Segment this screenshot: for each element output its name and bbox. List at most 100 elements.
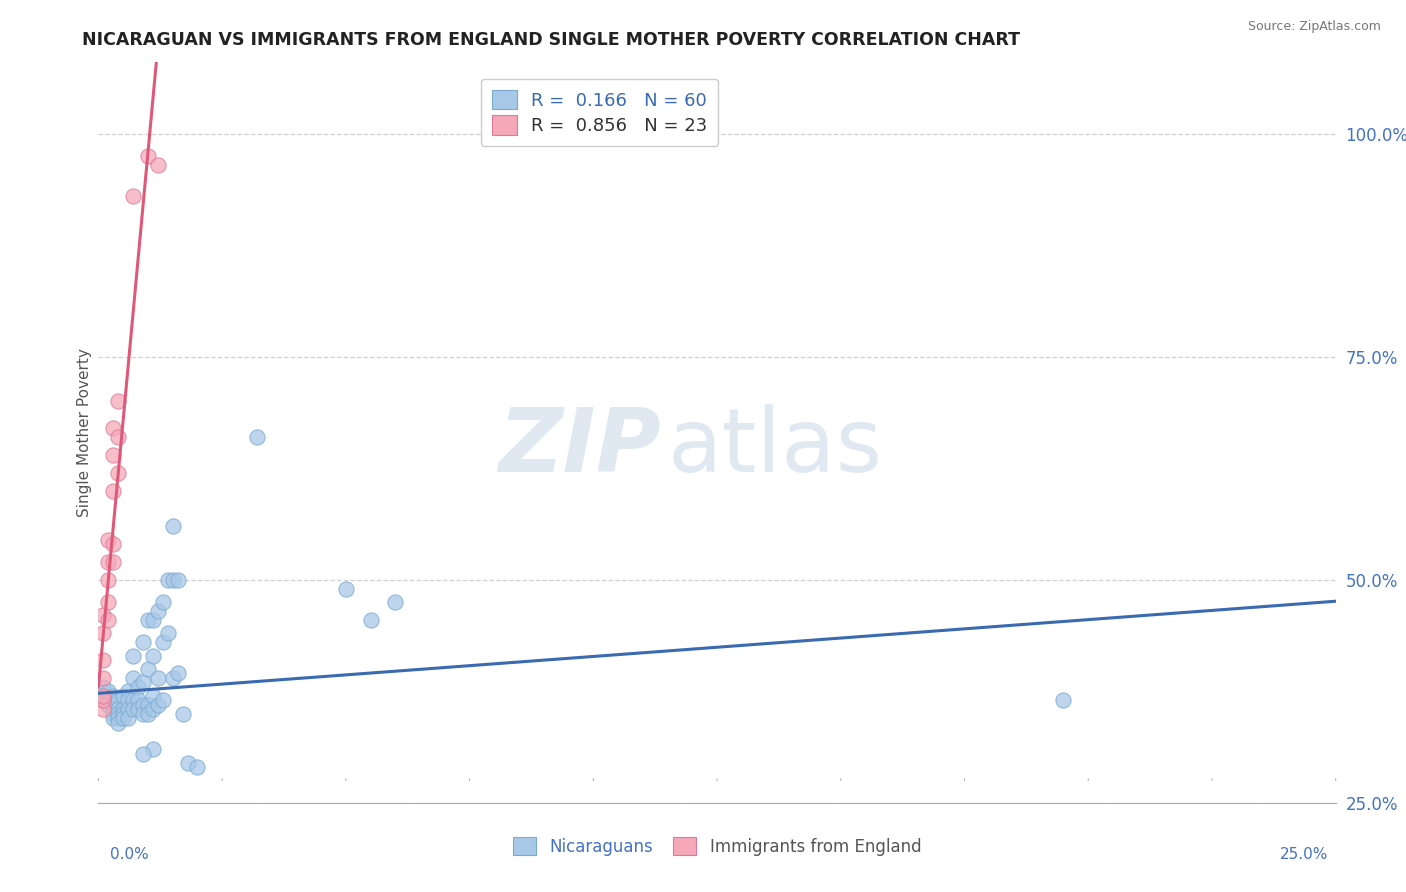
Point (117, 684, 139, 698)
Point (142, 742, 165, 756)
Point (103, 702, 125, 716)
Point (117, 711, 139, 725)
Point (93, 671, 115, 685)
Point (93, 608, 115, 623)
Point (97, 533, 120, 547)
Point (162, 863, 184, 877)
Point (103, 421, 125, 435)
Point (97, 555, 120, 569)
Point (181, 814, 204, 828)
Point (93, 626, 115, 640)
Point (162, 519, 184, 533)
Point (335, 582, 357, 596)
Point (117, 693, 139, 707)
Point (107, 711, 129, 725)
Point (103, 555, 125, 569)
Point (127, 702, 149, 716)
Point (136, 662, 159, 676)
Point (132, 747, 155, 761)
Point (152, 635, 174, 649)
Point (103, 698, 125, 712)
Point (360, 613, 382, 627)
Point (97, 693, 120, 707)
Point (384, 595, 406, 609)
Point (97, 684, 120, 698)
Point (107, 693, 129, 707)
Point (152, 693, 174, 707)
Point (103, 706, 125, 721)
Text: 25.0%: 25.0% (1281, 847, 1329, 862)
Point (93, 680, 115, 694)
Point (107, 702, 129, 716)
Point (146, 604, 169, 618)
Point (103, 537, 125, 551)
Y-axis label: Single Mother Poverty: Single Mother Poverty (77, 348, 91, 517)
Point (103, 448, 125, 462)
Point (146, 698, 169, 712)
Text: ZIP: ZIP (499, 404, 661, 491)
Point (146, 671, 169, 685)
Point (132, 635, 155, 649)
Point (156, 573, 179, 587)
Point (122, 648, 145, 663)
Point (166, 666, 188, 681)
Point (97, 613, 120, 627)
Text: NICARAGUAN VS IMMIGRANTS FROM ENGLAND SINGLE MOTHER POVERTY CORRELATION CHART: NICARAGUAN VS IMMIGRANTS FROM ENGLAND SI… (82, 31, 1019, 49)
Point (136, 613, 159, 627)
Point (127, 693, 149, 707)
Point (246, 430, 269, 444)
Point (107, 466, 129, 480)
Point (97, 573, 120, 587)
Legend: Nicaraguans, Immigrants from England: Nicaraguans, Immigrants from England (506, 830, 928, 863)
Point (112, 711, 135, 725)
Point (122, 671, 145, 685)
Point (93, 693, 115, 707)
Point (93, 689, 115, 703)
Point (93, 689, 115, 703)
Point (122, 693, 145, 707)
Point (142, 648, 165, 663)
Point (172, 706, 194, 721)
Text: Source: ZipAtlas.com: Source: ZipAtlas.com (1247, 20, 1381, 33)
Point (152, 854, 174, 868)
Point (176, 822, 198, 837)
Point (127, 680, 149, 694)
Point (142, 702, 165, 716)
Point (136, 149, 159, 163)
Point (132, 706, 155, 721)
Point (142, 613, 165, 627)
Point (103, 483, 125, 498)
Point (1052, 693, 1074, 707)
Point (136, 706, 159, 721)
Point (103, 711, 125, 725)
Point (103, 689, 125, 703)
Point (186, 760, 208, 774)
Point (93, 702, 115, 716)
Point (93, 653, 115, 667)
Point (166, 573, 188, 587)
Point (112, 689, 135, 703)
Point (107, 430, 129, 444)
Point (117, 702, 139, 716)
Point (132, 698, 155, 712)
Point (156, 626, 179, 640)
Point (107, 706, 129, 721)
Text: 0.0%: 0.0% (110, 847, 149, 862)
Point (97, 595, 120, 609)
Point (142, 689, 165, 703)
Text: atlas: atlas (668, 404, 883, 491)
Point (93, 693, 115, 707)
Point (112, 706, 135, 721)
Point (132, 675, 155, 690)
Point (112, 702, 135, 716)
Point (176, 756, 198, 770)
Point (97, 698, 120, 712)
Point (152, 595, 174, 609)
Point (162, 573, 184, 587)
Point (122, 702, 145, 716)
Point (122, 189, 145, 203)
Point (162, 671, 184, 685)
Point (136, 698, 159, 712)
Point (146, 158, 169, 172)
Point (107, 394, 129, 409)
